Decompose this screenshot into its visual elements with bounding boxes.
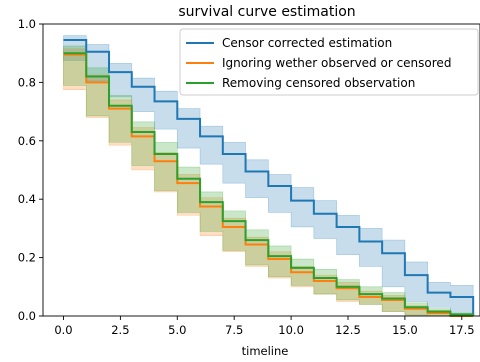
survival-line-series-3 [63,52,475,316]
x-axis-label: timeline [242,344,289,358]
legend-label-series-1: Censor corrected estimation [222,36,392,50]
plot-frame [42,23,480,317]
x-axis-ticks: 0.0 2.5 5.0 7.5 10.0 12.5 15.0 17.5 [54,316,475,337]
y-tick-label: 0.0 [18,309,36,323]
legend-label-series-2: Ignoring wether observed or censored [222,56,451,70]
x-tick-label: 12.5 [335,323,361,337]
legend-frame [179,28,479,96]
y-tick-label: 0.4 [18,192,36,206]
legend-label-series-3: Removing censored observation [222,76,415,90]
x-tick-label: 15.0 [392,323,418,337]
x-tick-label: 17.5 [449,323,475,337]
y-tick-label: 0.8 [18,75,36,89]
legend: Censor corrected estimation Ignoring weth… [179,28,479,96]
survival-line-series-1 [63,39,475,316]
x-tick-label: 5.0 [168,323,186,337]
x-tick-label: 7.5 [225,323,243,337]
x-tick-label: 10.0 [278,323,304,337]
x-tick-label: 0.0 [54,323,72,337]
chart-title: survival curve estimation [178,4,355,20]
y-tick-label: 1.0 [18,17,36,31]
y-axis-ticks: 0.0 0.2 0.4 0.6 0.8 1.0 [18,17,43,323]
x-tick-label: 2.5 [111,323,129,337]
y-tick-label: 0.2 [18,251,36,265]
survival-lines [63,39,475,317]
y-tick-label: 0.6 [18,134,36,148]
